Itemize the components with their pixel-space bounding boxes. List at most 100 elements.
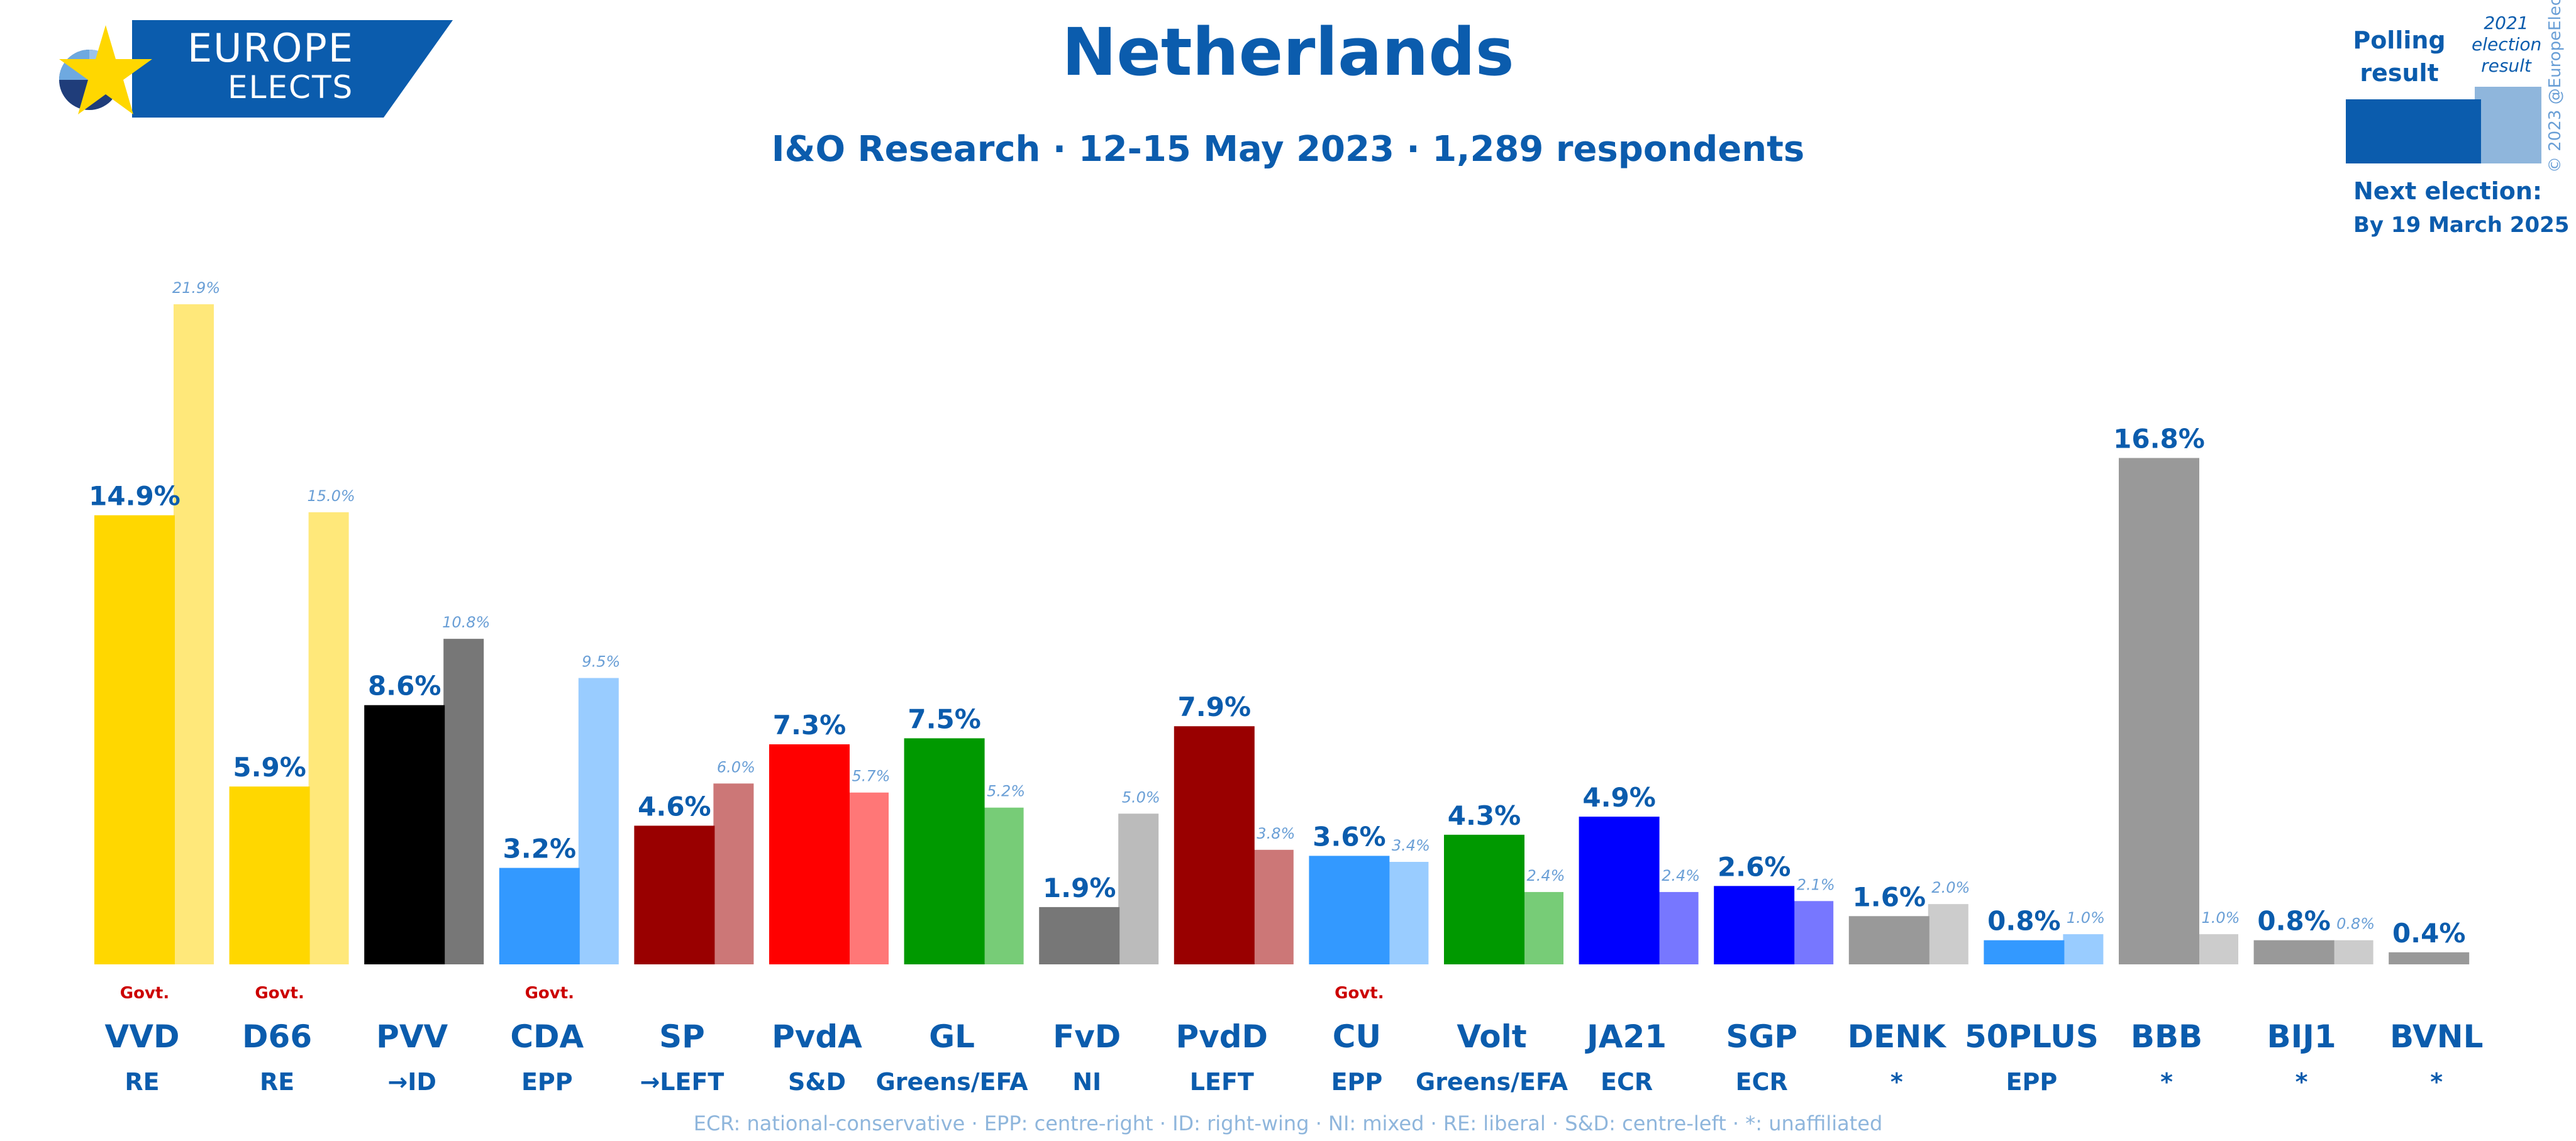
poll-bar-sgp <box>1714 886 1795 964</box>
party-group-volt: Greens/EFA <box>1416 1068 1568 1096</box>
poll-bar-sp <box>634 825 715 964</box>
page-title: Netherlands <box>1062 14 1514 91</box>
govt-label-cu: Govt. <box>1335 984 1384 1003</box>
election-bar-denk <box>1928 904 1968 964</box>
election-bar-vvd <box>174 304 214 964</box>
election-value-pvda: 5.7% <box>852 768 891 785</box>
poll-bar-d66 <box>229 786 310 964</box>
party-name-bvnl: BVNL <box>2390 1018 2484 1055</box>
election-value-fvd: 5.0% <box>1122 788 1160 806</box>
party-name-ja21: JA21 <box>1585 1018 1667 1055</box>
govt-label-cda: Govt. <box>525 984 574 1003</box>
party-group-cu: EPP <box>1331 1068 1383 1096</box>
poll-bar-bij1 <box>2253 940 2334 964</box>
party-name-volt: Volt <box>1457 1018 1526 1055</box>
election-value-sgp: 2.1% <box>1797 876 1835 893</box>
poll-bar-cu <box>1309 856 1390 964</box>
election-value-bbb: 1.0% <box>2202 909 2240 927</box>
poll-value-pvv: 8.6% <box>368 671 441 702</box>
poll-value-volt: 4.3% <box>1448 800 1521 831</box>
poll-bar-bvnl <box>2389 952 2470 964</box>
election-value-bij1: 0.8% <box>2336 915 2375 933</box>
election-bar-cda <box>578 678 619 964</box>
party-name-bbb: BBB <box>2131 1018 2202 1055</box>
poll-bar-pvdd <box>1174 726 1255 964</box>
election-value-vvd: 21.9% <box>172 279 220 297</box>
election-bar-volt <box>1523 891 1563 964</box>
election-value-denk: 2.0% <box>1931 879 1970 896</box>
election-bar-bbb <box>2198 934 2238 964</box>
poll-value-sp: 4.6% <box>638 791 711 822</box>
poll-bar-ja21 <box>1579 817 1660 964</box>
party-name-cu: CU <box>1333 1018 1381 1055</box>
party-group-ja21: ECR <box>1601 1068 1653 1096</box>
party-group-sp: →LEFT <box>640 1068 724 1096</box>
party-name-sp: SP <box>659 1018 705 1055</box>
party-name-sgp: SGP <box>1726 1018 1797 1055</box>
footnote: ECR: national-conservative · EPP: centre… <box>693 1111 1883 1135</box>
election-bar-sp <box>713 783 754 964</box>
election-bar-pvv <box>443 639 484 964</box>
govt-label-vvd: Govt. <box>120 984 169 1003</box>
party-name-d66: D66 <box>242 1018 312 1055</box>
party-group-pvda: S&D <box>788 1068 846 1096</box>
poll-value-bij1: 0.8% <box>2257 906 2330 937</box>
poll-value-fvd: 1.9% <box>1043 873 1116 903</box>
party-name-pvdd: PvdD <box>1176 1018 1269 1055</box>
election-bar-ja21 <box>1658 891 1699 964</box>
govt-label-d66: Govt. <box>255 984 304 1003</box>
election-value-pvdd: 3.8% <box>1257 825 1295 842</box>
election-value-volt: 2.4% <box>1527 867 1565 885</box>
party-group-gl: Greens/EFA <box>876 1068 1029 1096</box>
election-bar-50plus <box>2063 934 2104 964</box>
poll-value-bvnl: 0.4% <box>2392 918 2465 949</box>
europe-elects-logo <box>59 20 453 118</box>
election-bar-cu <box>1388 861 1429 964</box>
poll-bar-fvd <box>1039 907 1120 964</box>
party-name-denk: DENK <box>1848 1018 1948 1055</box>
poll-bar-volt <box>1444 834 1524 964</box>
poll-value-pvda: 7.3% <box>773 710 846 741</box>
party-name-cda: CDA <box>510 1018 584 1055</box>
election-value-cu: 3.4% <box>1392 837 1430 854</box>
next-election-date: By 19 March 2025 <box>2353 212 2570 238</box>
poll-value-cu: 3.6% <box>1313 821 1385 852</box>
election-value-ja21: 2.4% <box>1662 867 1700 885</box>
party-name-gl: GL <box>929 1018 975 1055</box>
logo-line1: EUROPE <box>187 25 354 71</box>
party-name-pvda: PvdA <box>772 1018 862 1055</box>
election-value-sp: 6.0% <box>717 758 755 776</box>
party-group-50plus: EPP <box>2006 1068 2058 1096</box>
election-bar-fvd <box>1118 813 1159 964</box>
poll-value-50plus: 0.8% <box>1987 906 2060 937</box>
poll-value-cda: 3.2% <box>503 834 576 864</box>
election-value-cda: 9.5% <box>582 653 620 671</box>
poll-value-pvdd: 7.9% <box>1178 692 1251 722</box>
poll-subtitle: I&O Research · 12-15 May 2023 · 1,289 re… <box>771 129 1805 170</box>
party-name-vvd: VVD <box>105 1018 180 1055</box>
poll-value-vvd: 14.9% <box>89 481 180 512</box>
party-group-pvdd: LEFT <box>1190 1068 1254 1096</box>
election-value-50plus: 1.0% <box>2067 909 2105 927</box>
party-name-50plus: 50PLUS <box>1965 1018 2099 1055</box>
party-group-bbb: * <box>2160 1068 2173 1096</box>
legend-polling-label: Polling result <box>2353 26 2446 87</box>
party-group-bvnl: * <box>2430 1068 2443 1096</box>
election-value-d66: 15.0% <box>307 487 355 505</box>
poll-bar-denk <box>1848 916 1929 964</box>
poll-bar-bbb <box>2119 458 2199 964</box>
legend-election-label: 2021 election result <box>2472 13 2542 76</box>
election-bar-gl <box>983 807 1024 964</box>
poll-value-ja21: 4.9% <box>1582 782 1655 813</box>
poll-value-denk: 1.6% <box>1853 881 1926 912</box>
poll-value-bbb: 16.8% <box>2113 424 2205 455</box>
party-name-bij1: BIJ1 <box>2267 1018 2336 1055</box>
election-bar-bij1 <box>2333 940 2373 964</box>
party-name-pvv: PVV <box>376 1018 448 1055</box>
poll-bar-gl <box>904 738 985 964</box>
election-bar-pvda <box>848 792 889 964</box>
poll-value-sgp: 2.6% <box>1718 851 1790 882</box>
election-value-gl: 5.2% <box>987 783 1025 800</box>
legend: Polling result 2021 election result <box>2346 13 2553 277</box>
party-group-denk: * <box>1890 1068 1903 1096</box>
